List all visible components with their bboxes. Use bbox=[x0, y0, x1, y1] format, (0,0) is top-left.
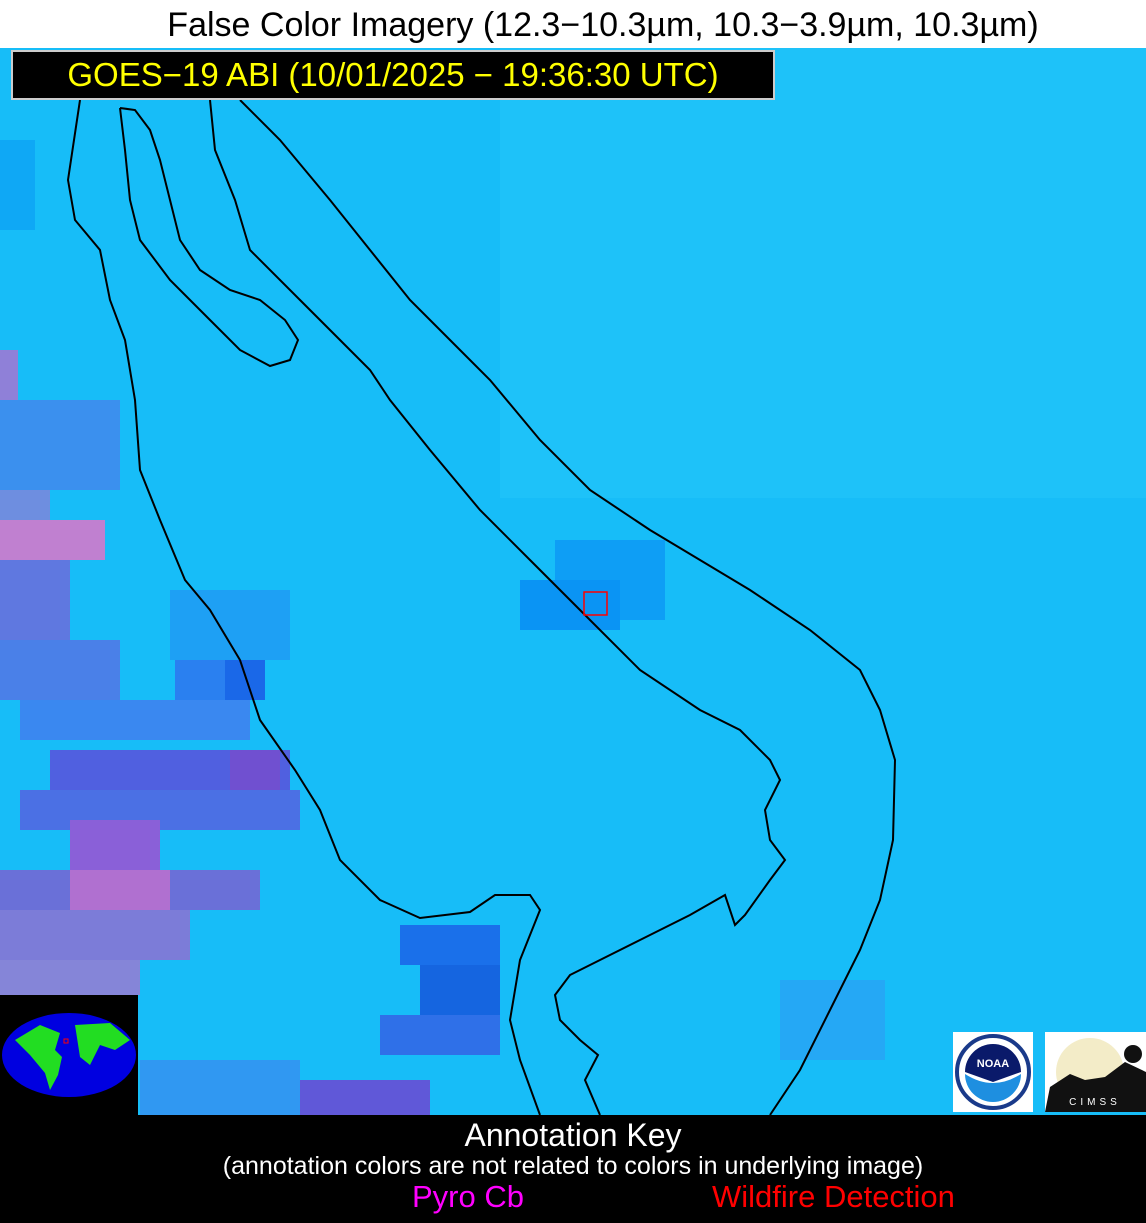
image-title: False Color Imagery (12.3−10.3µm, 10.3−3… bbox=[167, 6, 1039, 44]
globe-locator-icon bbox=[0, 995, 138, 1115]
pixel-block bbox=[70, 870, 170, 910]
pixel-block bbox=[230, 750, 280, 790]
annotation-key-title: Annotation Key bbox=[464, 1117, 682, 1153]
pixel-block bbox=[20, 700, 250, 740]
pixel-block bbox=[0, 910, 190, 960]
annotation-key-note: (annotation colors are not related to co… bbox=[222, 1152, 924, 1180]
svg-text:CIMSS: CIMSS bbox=[1069, 1097, 1121, 1108]
pixel-block bbox=[300, 1080, 430, 1115]
pixel-block bbox=[225, 660, 265, 700]
pixel-block bbox=[0, 400, 120, 490]
pixel-blocks bbox=[0, 140, 885, 1115]
coastline bbox=[66, 99, 897, 1115]
pixel-block bbox=[400, 925, 500, 965]
pixel-block bbox=[420, 965, 500, 1015]
pixel-block bbox=[170, 590, 290, 660]
satellite-image bbox=[0, 48, 1146, 1115]
pixel-block bbox=[780, 980, 885, 1060]
pixel-block bbox=[380, 1015, 500, 1055]
pixel-block bbox=[0, 640, 120, 700]
cimss-logo: CIMSS bbox=[1045, 1032, 1146, 1112]
coastline-peninsula bbox=[119, 107, 300, 368]
pixel-block bbox=[140, 1060, 300, 1115]
legend-pyro-cb: Pyro Cb bbox=[412, 1179, 524, 1214]
pixel-block bbox=[70, 820, 160, 870]
annotation-key: Annotation Key (annotation colors are no… bbox=[0, 1115, 1146, 1223]
pixel-block bbox=[0, 490, 50, 520]
pixel-block bbox=[0, 520, 105, 560]
wildfire-detection-marker bbox=[583, 591, 608, 616]
legend-wildfire-detection: Wildfire Detection bbox=[712, 1179, 955, 1214]
pixel-block bbox=[0, 140, 35, 230]
satellite-timestamp: GOES−19 ABI (10/01/2025 − 19:36:30 UTC) bbox=[11, 50, 775, 100]
pixel-block bbox=[0, 560, 70, 640]
pixel-block bbox=[0, 960, 140, 995]
coastline-west bbox=[66, 99, 542, 1115]
svg-text:NOAA: NOAA bbox=[977, 1058, 1009, 1070]
noaa-logo: NOAA bbox=[953, 1032, 1033, 1112]
pixel-block bbox=[520, 580, 620, 630]
coastline-gulf-east bbox=[239, 99, 897, 1115]
coastline-gulf-west bbox=[209, 99, 787, 1115]
pixel-block bbox=[0, 350, 18, 400]
